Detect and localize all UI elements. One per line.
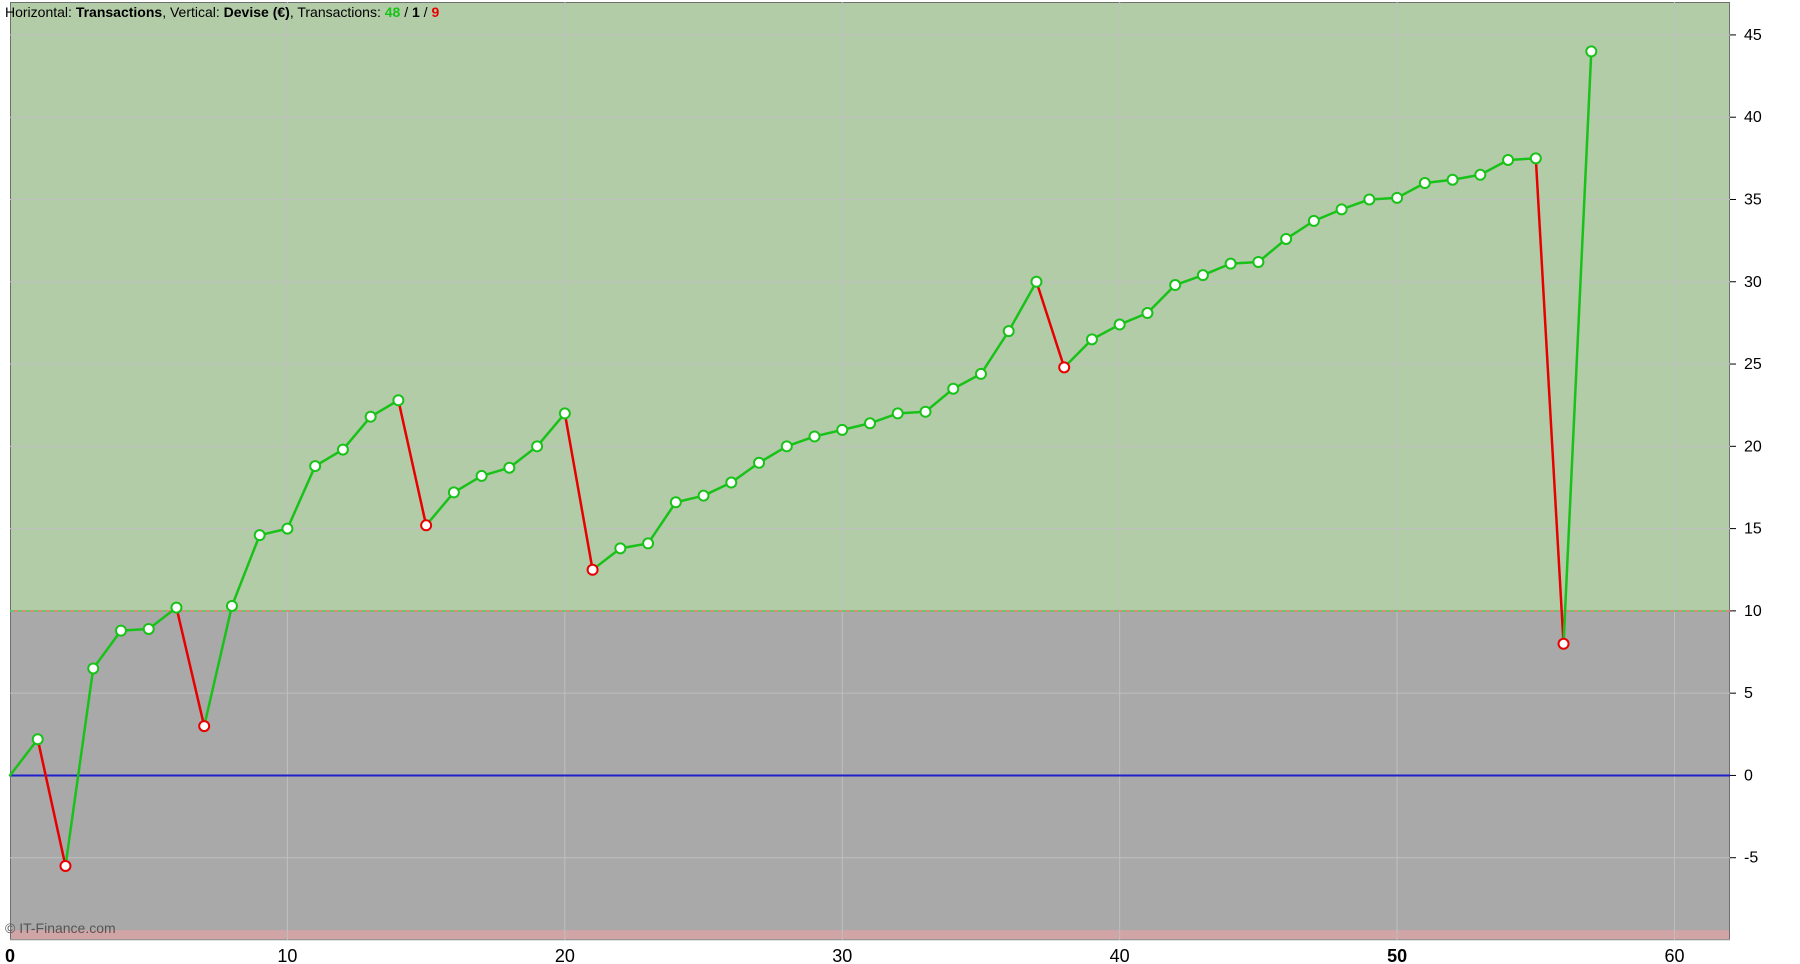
svg-text:20: 20	[555, 946, 575, 964]
header-slash2: /	[420, 4, 432, 20]
header-sep2: , Transactions:	[290, 4, 385, 20]
svg-text:40: 40	[1744, 109, 1762, 126]
svg-text:30: 30	[832, 946, 852, 964]
header-prefix: Horizontal:	[5, 4, 76, 20]
svg-text:-5: -5	[1744, 850, 1758, 867]
svg-text:60: 60	[1665, 946, 1685, 964]
svg-text:40: 40	[1110, 946, 1130, 964]
chart-svg: -5 0 5 10 15 20 25 30 35 40 45 0 10 20 30 40 50 60	[0, 0, 1800, 964]
svg-text:10: 10	[1744, 603, 1762, 620]
svg-text:35: 35	[1744, 191, 1762, 208]
svg-text:10: 10	[277, 946, 297, 964]
svg-text:30: 30	[1744, 274, 1762, 291]
header-neutral: 1	[412, 4, 420, 20]
header-vertical: Devise (€)	[224, 4, 290, 20]
svg-text:0: 0	[1744, 767, 1753, 784]
svg-text:50: 50	[1387, 946, 1407, 964]
svg-text:15: 15	[1744, 521, 1762, 538]
copyright-label: © IT-Finance.com	[5, 920, 116, 936]
svg-text:0: 0	[5, 946, 15, 964]
header-sep1: , Vertical:	[162, 4, 223, 20]
svg-text:45: 45	[1744, 27, 1762, 44]
svg-text:25: 25	[1744, 356, 1762, 373]
header-losses: 9	[431, 4, 439, 20]
header-horizontal: Transactions	[76, 4, 162, 20]
chart-container: Horizontal: Transactions, Vertical: Devi…	[0, 0, 1800, 964]
header-wins: 48	[385, 4, 401, 20]
svg-text:5: 5	[1744, 685, 1753, 702]
chart-header: Horizontal: Transactions, Vertical: Devi…	[0, 0, 444, 24]
svg-text:20: 20	[1744, 438, 1762, 455]
header-slash1: /	[400, 4, 412, 20]
